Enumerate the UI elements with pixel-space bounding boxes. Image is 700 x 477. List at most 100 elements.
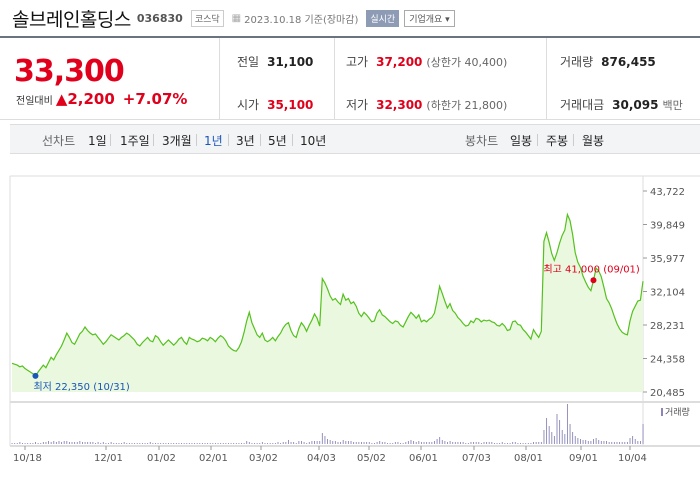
volume-bar [559, 420, 561, 444]
tab-3m[interactable]: 3개월 [162, 134, 192, 148]
volume-bar [639, 441, 641, 444]
volume-bar [642, 424, 644, 444]
volume-bar [407, 441, 409, 444]
x-tick-label: 01/02 [147, 453, 176, 464]
volume-bar [261, 442, 263, 444]
volume-bar [347, 441, 349, 444]
volume-bar [447, 442, 448, 444]
volume-bar [204, 443, 206, 444]
volume-bar [444, 441, 446, 444]
low-marker [32, 372, 39, 379]
volume-bar [66, 441, 68, 444]
volume-bar [170, 443, 172, 444]
volume-bar [102, 442, 104, 444]
volume-bar [228, 443, 229, 444]
volume-bar [350, 441, 352, 444]
volume-bar [186, 443, 188, 444]
volume-bar [157, 443, 159, 444]
volume-bar [22, 443, 23, 444]
tab-daily[interactable]: 일봉 [510, 134, 533, 148]
volume-bar [637, 441, 639, 444]
x-axis: 10/18 12/01 01/02 02/01 03/02 04/03 05/02 06/01… [13, 446, 647, 464]
volume-bar [87, 442, 89, 444]
realtime-button[interactable]: 실시간 [366, 9, 400, 27]
x-tick-label: 09/01 [569, 453, 598, 464]
volume-bar [436, 439, 438, 444]
volume-bar [629, 438, 631, 444]
volume-bar [71, 442, 73, 444]
price-box: 33,300 전일대비 ▲2,200 +7.07% [0, 38, 220, 120]
volume-bar [512, 442, 514, 444]
volume-bar [220, 443, 222, 444]
volume-bar [540, 442, 542, 444]
x-tick-label: 03/02 [249, 453, 278, 464]
x-tick-label: 06/01 [409, 453, 438, 464]
tab-3y[interactable]: 3년 [236, 134, 255, 148]
tab-monthly[interactable]: 월봉 [582, 134, 605, 148]
tab-1y[interactable]: 1년 [204, 134, 223, 148]
change-percent: +7.07% [122, 90, 188, 108]
x-tick-label: 10/04 [618, 453, 647, 464]
volume-bar [619, 442, 621, 444]
volume-bar [590, 441, 592, 444]
volume-bar [16, 443, 18, 444]
volume-bar [115, 443, 117, 444]
volume-bar [376, 442, 378, 444]
volume-bar [319, 441, 321, 444]
volume-bar [188, 443, 190, 444]
volume-bar [600, 441, 602, 444]
volume-bar [486, 442, 488, 444]
volume-bar [68, 442, 70, 444]
volume-bar [235, 443, 237, 444]
volume-bar [368, 442, 370, 444]
volume-bar [168, 443, 169, 444]
volume-bar [42, 442, 44, 444]
volume-bar [504, 443, 506, 444]
volume-bar [538, 442, 540, 444]
volume-bar [394, 442, 396, 444]
volume-bar [491, 442, 493, 444]
volume-bar [353, 442, 355, 444]
volume-bar [603, 441, 605, 444]
volume-bar [402, 443, 404, 444]
volume-bar [488, 442, 490, 444]
market-badge: 코스닥 [190, 9, 224, 27]
company-overview-button[interactable]: 기업개요 ▾ [404, 9, 455, 27]
volume-bar [196, 443, 198, 444]
volume-bar [543, 430, 545, 444]
volume-bar [45, 442, 47, 444]
low-price: 저가 32,300 (하한가 21,800) [346, 98, 508, 112]
volume-bar [634, 439, 636, 444]
tab-5y[interactable]: 5년 [268, 134, 287, 148]
volume-bar [384, 442, 386, 444]
volume-bar [214, 443, 216, 444]
high-marker [590, 277, 597, 284]
volume-bar [332, 441, 334, 444]
volume-bar [61, 442, 63, 444]
volume-bar [337, 442, 339, 444]
volume-bar [308, 442, 310, 444]
volume-bar [585, 440, 587, 444]
volume-bar [141, 443, 143, 444]
volume-bar [501, 442, 503, 444]
volume-bar [613, 442, 615, 444]
volume-bar [32, 443, 34, 444]
volume-bar [611, 442, 613, 444]
volume-bar [285, 442, 287, 444]
volume-bar [392, 443, 394, 444]
volume-bar [413, 441, 415, 444]
volume-bar [277, 442, 279, 444]
quote-date: 2023.10.18 기준(장마감) [244, 14, 359, 26]
tab-weekly[interactable]: 주봉 [546, 134, 569, 148]
tab-10y[interactable]: 10년 [300, 134, 327, 148]
volume-bar [58, 441, 60, 444]
volume-bar [160, 443, 162, 444]
open-price: 시가 35,100 [237, 98, 314, 112]
tab-1w[interactable]: 1주일 [120, 134, 150, 148]
y-tick-label: 39,849 [650, 221, 685, 232]
volume-bar [525, 443, 527, 444]
volume-bar [303, 442, 305, 444]
tab-1d[interactable]: 1일 [88, 134, 107, 148]
volume-bar [251, 443, 253, 444]
volume-bar [535, 442, 537, 444]
